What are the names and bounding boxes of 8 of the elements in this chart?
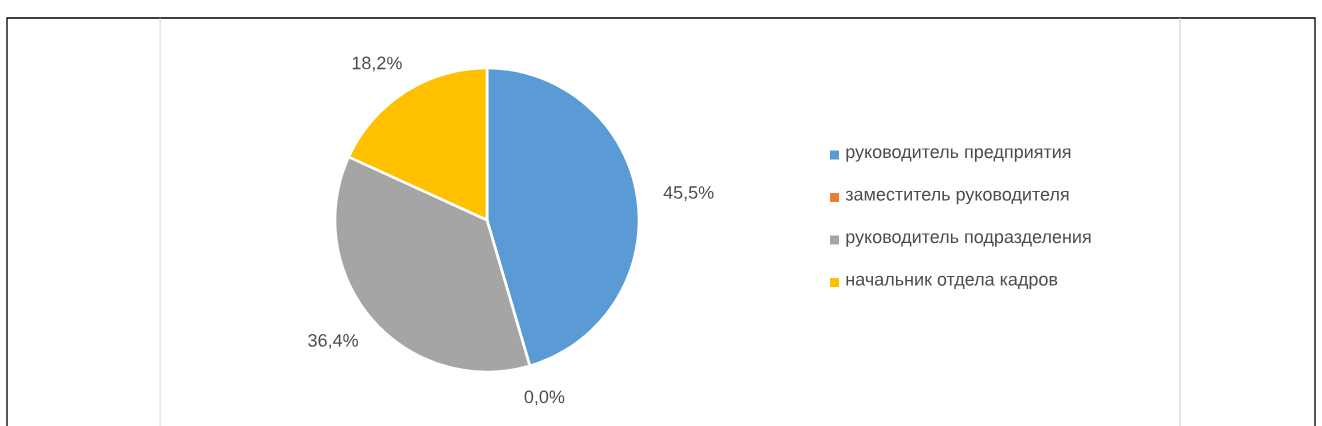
legend-label: руководитель предприятия	[846, 148, 1071, 162]
data-label: 36,4%	[308, 334, 358, 349]
legend-label: руководитель подразделения	[846, 233, 1091, 247]
legend-label: начальник отдела кадров	[846, 275, 1058, 290]
data-label: 45,5%	[663, 186, 714, 202]
data-label: 18,2%	[352, 56, 402, 72]
legend-label: заместитель руководителя	[845, 190, 1069, 205]
text: 0,0%	[524, 390, 565, 406]
